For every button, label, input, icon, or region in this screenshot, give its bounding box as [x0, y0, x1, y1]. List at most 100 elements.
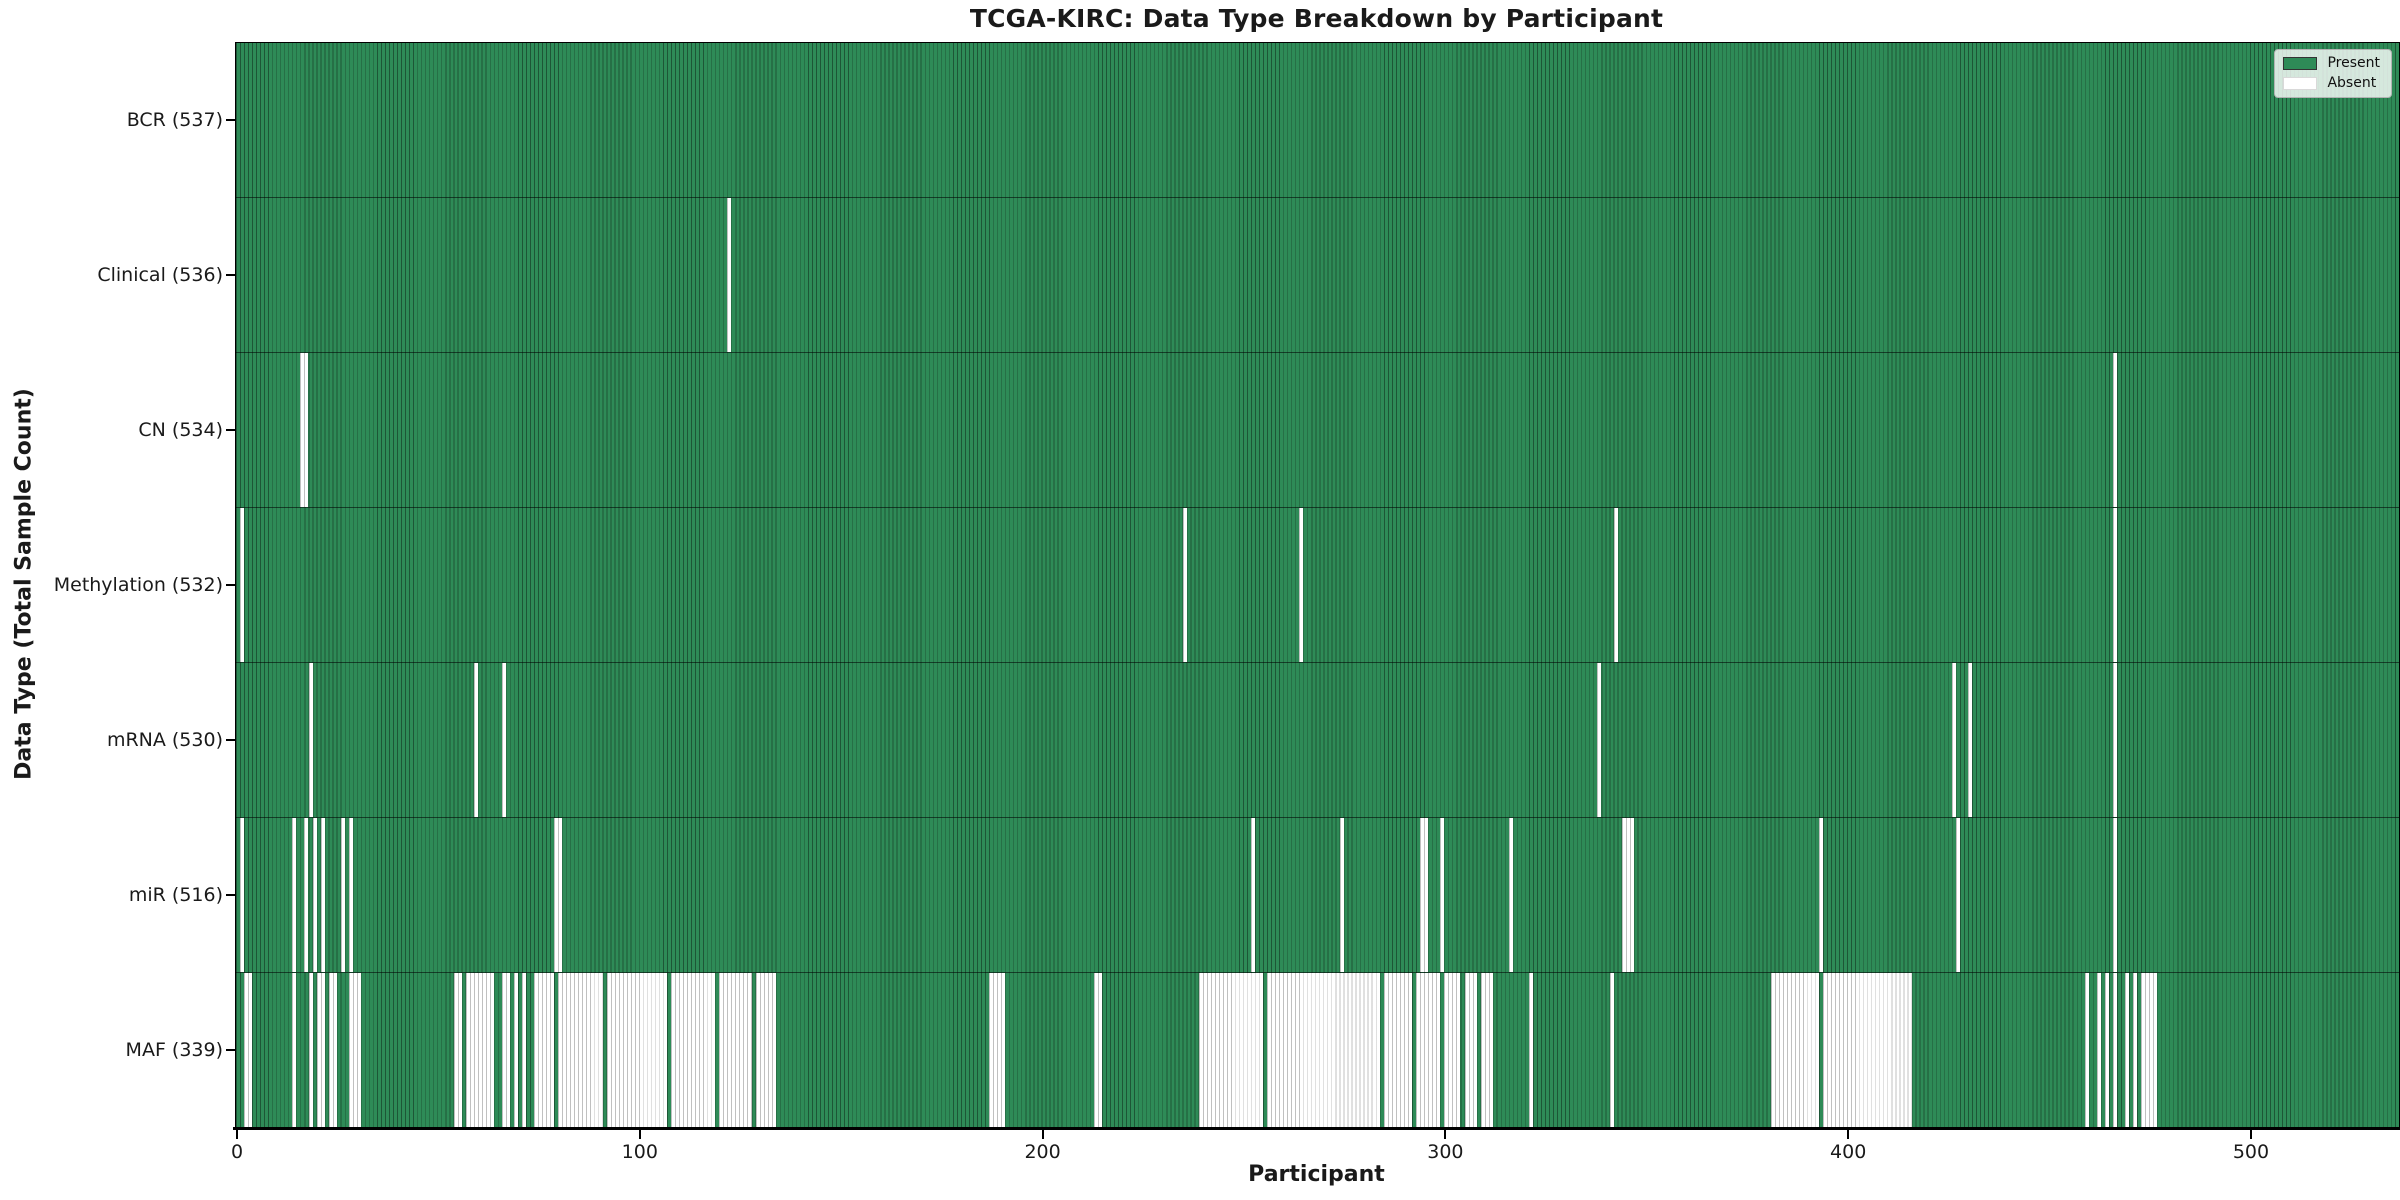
absent-stripe: [2141, 973, 2158, 1128]
absent-stripe: [719, 973, 752, 1128]
absent-stripe: [501, 663, 506, 817]
absent-stripe: [2133, 973, 2138, 1128]
x-tick-label-500: 500: [2232, 1141, 2270, 1163]
absent-stripe: [1416, 973, 1441, 1128]
absent-stripe: [1951, 663, 1956, 817]
absent-stripe: [348, 818, 353, 972]
absent-stripe: [1440, 818, 1445, 972]
x-axis-line: [233, 1127, 2400, 1130]
absent-stripe: [453, 973, 462, 1128]
y-tick-label-bcr: BCR (537): [126, 108, 223, 131]
legend-absent-swatch: [2283, 77, 2318, 90]
absent-stripe: [240, 818, 245, 972]
absent-stripe: [2125, 973, 2130, 1128]
absent-stripe: [1444, 973, 1461, 1128]
heatmap-row-clinical: [236, 198, 2399, 353]
x-tick-label-0: 0: [230, 1141, 244, 1163]
absent-stripe: [1198, 973, 1264, 1128]
y-tick-mark: [226, 583, 235, 586]
absent-stripe: [300, 353, 309, 507]
absent-stripe: [328, 973, 337, 1128]
legend-absent-label: Absent: [2327, 75, 2377, 91]
absent-stripe: [1464, 973, 1477, 1128]
y-tick-label-clinical: Clinical (536): [97, 263, 223, 286]
absent-stripe: [534, 973, 555, 1128]
heatmap-row-mir: [236, 818, 2399, 973]
absent-stripe: [513, 973, 518, 1128]
absent-stripe: [1597, 663, 1602, 817]
absent-stripe: [755, 973, 776, 1128]
absent-stripe: [1339, 818, 1344, 972]
heatmap-row-methylation: [236, 508, 2399, 663]
absent-stripe: [2084, 973, 2089, 1128]
legend-present-swatch: [2283, 57, 2318, 70]
absent-stripe: [308, 973, 313, 1128]
legend-item-present: Present: [2283, 56, 2380, 71]
y-tick-label-maf: MAF (339): [125, 1038, 223, 1061]
absent-stripe: [1955, 818, 1960, 972]
legend-present-label: Present: [2327, 55, 2380, 71]
absent-stripe: [521, 973, 526, 1128]
absent-stripe: [1420, 818, 1429, 972]
absent-stripe: [1968, 663, 1973, 817]
x-tick-mark: [1041, 1130, 1044, 1139]
absent-stripe: [2113, 508, 2118, 662]
absent-stripe: [2104, 973, 2109, 1128]
absent-stripe: [2113, 663, 2118, 817]
y-tick-mark: [226, 273, 235, 276]
absent-stripe: [465, 973, 494, 1128]
absent-stripe: [340, 818, 345, 972]
x-tick-label-300: 300: [1427, 1141, 1464, 1163]
x-tick-label-400: 400: [1830, 1141, 1867, 1163]
absent-stripe: [1093, 973, 1102, 1128]
absent-stripe: [292, 973, 297, 1128]
x-tick-label-200: 200: [1024, 1141, 1061, 1163]
x-tick-mark: [1444, 1130, 1447, 1139]
absent-stripe: [1299, 508, 1304, 662]
heatmap-row-maf: [236, 973, 2399, 1128]
absent-stripe: [989, 973, 1006, 1128]
x-tick-mark: [2249, 1130, 2252, 1139]
absent-stripe: [1770, 973, 1819, 1128]
plot-area: Present Absent: [235, 42, 2400, 1129]
x-tick-mark: [1847, 1130, 1850, 1139]
absent-stripe: [1823, 973, 1912, 1128]
absent-stripe: [473, 663, 478, 817]
y-tick-label-methylation: Methylation (532): [53, 573, 223, 596]
absent-stripe: [2113, 353, 2118, 507]
absent-stripe: [501, 973, 510, 1128]
y-tick-mark: [226, 118, 235, 121]
y-tick-mark: [226, 893, 235, 896]
absent-stripe: [348, 973, 361, 1128]
absent-stripe: [1251, 818, 1256, 972]
legend: Present Absent: [2274, 49, 2392, 98]
absent-stripe: [312, 818, 317, 972]
absent-stripe: [1818, 818, 1823, 972]
absent-stripe: [1621, 818, 1634, 972]
chart-title: TCGA-KIRC: Data Type Breakdown by Partic…: [969, 4, 1664, 33]
absent-stripe: [2113, 818, 2118, 972]
y-tick-mark: [226, 1048, 235, 1051]
absent-stripe: [1613, 508, 1618, 662]
absent-stripe: [1609, 973, 1614, 1128]
absent-stripe: [1267, 973, 1380, 1128]
heatmap-row-bcr: [236, 43, 2399, 198]
absent-stripe: [2113, 973, 2118, 1128]
absent-stripe: [304, 818, 309, 972]
y-tick-mark: [226, 738, 235, 741]
heatmap-row-mrna: [236, 663, 2399, 818]
absent-stripe: [1182, 508, 1187, 662]
absent-stripe: [727, 198, 732, 352]
absent-stripe: [308, 663, 313, 817]
heatmap-row-cn: [236, 353, 2399, 508]
x-tick-mark: [236, 1130, 238, 1139]
absent-stripe: [554, 818, 563, 972]
absent-stripe: [1383, 973, 1413, 1128]
absent-stripe: [1480, 973, 1493, 1128]
absent-stripe: [244, 973, 253, 1128]
y-tick-label-cn: CN (534): [138, 418, 223, 441]
y-tick-mark: [226, 428, 235, 431]
absent-stripe: [606, 973, 667, 1128]
absent-stripe: [316, 973, 325, 1128]
